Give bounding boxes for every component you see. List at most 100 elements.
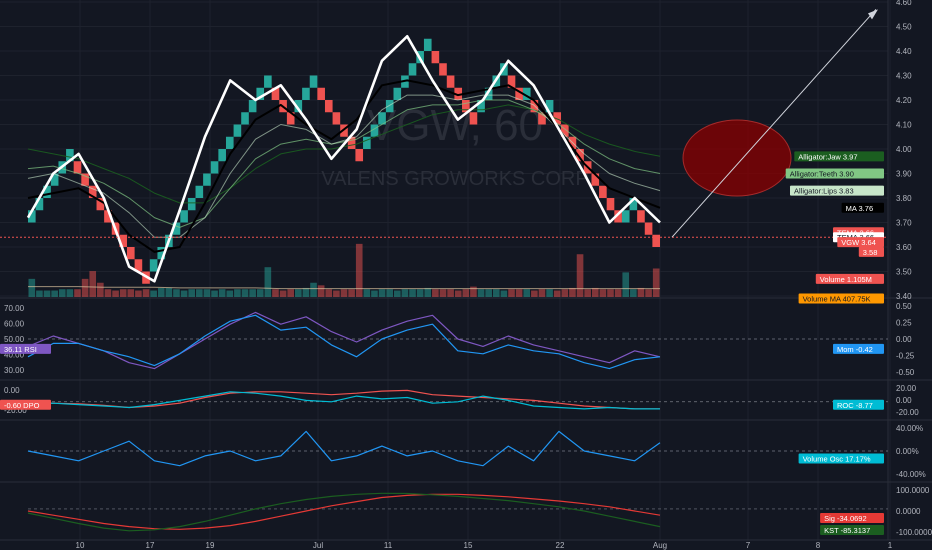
main-price-pane[interactable] [0,9,888,297]
indicator-pane[interactable] [27,492,888,532]
renko-brick [637,210,645,223]
renko-brick [507,75,516,88]
renko-brick [35,198,44,211]
pane-tick-right: 0.00 [896,396,912,405]
volume-bar [51,290,58,297]
volume-bar [416,289,424,297]
price-tag: Alligator:Lips 3.83 [790,185,884,196]
volume-bar [538,289,546,297]
time-tick-label: 8 [816,541,821,550]
renko-brick [355,149,364,162]
volume-bar [310,282,317,297]
renko-brick [629,198,638,211]
volume-bar [119,289,127,297]
price-tick-label: 3.80 [896,194,912,203]
renko-brick [446,75,455,88]
volume-bar [157,287,165,297]
volume-bar [637,287,645,297]
price-tag: Volume 1.105M [815,273,884,284]
indicator-line [27,430,661,467]
volume-bar [599,289,607,297]
indicator-tag-text: 36.11 RSI [4,345,37,354]
volume-bar [508,289,515,297]
trend-arrow[interactable] [671,9,877,238]
time-tick-label: 17 [146,541,155,550]
watermark-symbol: VGW, 60 [367,101,543,150]
price-tick-label: 4.00 [896,145,912,154]
volume-bar [492,289,500,297]
volume-bar [439,289,447,297]
price-tick-label: 3.70 [896,219,912,228]
renko-brick [210,161,219,174]
time-tick-label: 1 [888,541,893,550]
pane-tick-right: 0.0000 [896,507,921,516]
indicator-line [27,492,661,532]
renko-brick [225,136,234,149]
price-tag-text: MA 3.76 [846,204,874,213]
pane-tick-right: -100.0000 [896,528,932,537]
indicator-tag-text: Volume Osc 17.17% [803,454,871,463]
renko-brick [652,234,660,247]
indicator-pane[interactable] [27,311,888,370]
volume-bar [112,290,119,297]
volume-bar [462,289,470,297]
indicator-line [27,311,661,370]
indicator-line [27,391,660,410]
volume-bar [211,290,218,297]
renko-brick [332,112,341,125]
renko-brick [294,100,303,113]
pane-tick-right: -0.25 [896,352,915,361]
volume-bar [196,289,203,297]
volume-bar [256,289,264,297]
pane-tick-right: 0.00% [896,447,919,456]
volume-bar [43,290,51,297]
trend-arrow-head [868,9,878,20]
renko-brick [43,185,51,198]
volume-bar [630,289,637,297]
tema-line [26,34,661,283]
price-tag-text: 3.58 [863,248,878,257]
pane-tick-right: 0.25 [896,319,912,328]
pane-tick-right: -20.00 [896,408,919,417]
volume-bar [165,287,173,297]
price-tick-label: 3.90 [896,170,912,179]
indicator-pane[interactable] [27,389,888,410]
pane-tick-right: -0.50 [896,368,915,377]
renko-brick [439,63,447,76]
price-tag: Alligator:Jaw 3.97 [794,151,884,162]
price-tick-label: 4.60 [896,0,912,7]
renko-brick [538,112,546,125]
indicator-line [27,314,661,370]
price-tick-label: 3.40 [896,292,912,301]
renko-brick [126,247,135,260]
volume-bar [218,289,226,297]
volume-bar [591,287,599,297]
ellipse-annotation[interactable] [682,119,792,197]
volume-bar [500,290,508,297]
renko-brick [522,87,531,100]
indicator-pane[interactable] [27,430,888,467]
volume-bar [363,289,371,297]
time-tick-label: 19 [206,541,215,550]
volume-bar [295,289,302,297]
indicator-panes [27,311,888,532]
renko-brick [248,100,257,113]
renko-brick [317,87,325,100]
volume-bar [584,289,591,297]
volume-bar [203,289,211,297]
indicator-tag: -0.60 DPO [0,399,51,410]
renko-brick [309,75,318,88]
volume-bar [645,289,652,297]
volume-bar [28,278,36,297]
renko-brick [644,222,653,235]
renko-brick [469,112,478,125]
volume-bar [36,290,43,297]
price-tag: MA 3.76 [841,202,884,213]
renko-brick [256,87,265,100]
volume-bar [477,289,485,297]
volume-bar [226,290,234,297]
volume-bar [89,271,97,297]
volume-bar [386,289,393,297]
pane-tick-right: 0.50 [896,302,912,311]
